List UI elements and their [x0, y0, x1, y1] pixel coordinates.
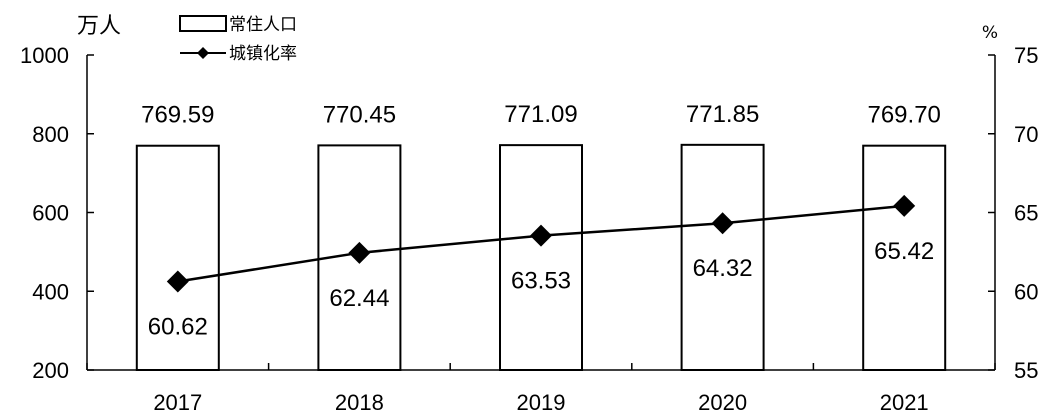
population-value-label: 771.85: [686, 101, 759, 128]
left-tick-label: 600: [32, 201, 69, 226]
urbanization-value-label: 60.62: [148, 313, 208, 340]
urbanization-value-label: 65.42: [874, 238, 934, 265]
legend: 常住人口 城镇化率: [179, 15, 297, 64]
urbanization-marker: [348, 241, 371, 264]
left-tick-label: 1000: [20, 43, 69, 68]
population-value-label: 771.09: [504, 101, 577, 128]
urbanization-marker: [893, 194, 916, 217]
urbanization-marker: [530, 224, 552, 247]
line-data-labels: 60.62 62.44 63.53 64.32 65.42: [148, 238, 934, 341]
right-tick-label: 75: [1014, 43, 1038, 68]
left-tick-label: 800: [32, 122, 69, 147]
right-axis-ticks: 55 60 65 70 75: [988, 43, 1038, 383]
urbanization-value-label: 64.32: [693, 255, 753, 282]
x-tick-label: 2018: [335, 390, 384, 415]
urbanization-value-label: 63.53: [511, 268, 571, 295]
population-value-label: 769.59: [141, 102, 214, 129]
x-tick-label: 2021: [880, 390, 929, 415]
legend-bar-swatch: [179, 15, 227, 32]
legend-diamond-marker: [197, 47, 209, 59]
population-bar: [680, 143, 765, 371]
population-bar: [862, 144, 947, 371]
x-tick-label: 2020: [698, 390, 747, 415]
right-tick-label: 65: [1014, 201, 1038, 226]
bar-data-labels: 769.59 770.45 771.09 771.85 769.70: [141, 101, 941, 129]
legend-label-urbanization: 城镇化率: [229, 44, 297, 64]
bars: [135, 143, 947, 371]
left-axis-unit: 万人: [77, 14, 121, 39]
legend-label-population: 常住人口: [229, 15, 297, 35]
x-tick-label: 2017: [153, 390, 202, 415]
population-bar: [135, 144, 220, 371]
urbanization-marker: [166, 270, 189, 293]
left-tick-label: 200: [32, 358, 69, 383]
population-value-label: 770.45: [323, 101, 396, 128]
right-tick-label: 60: [1014, 279, 1038, 304]
right-tick-label: 70: [1014, 122, 1038, 147]
urbanization-value-label: 62.44: [329, 285, 389, 312]
left-tick-label: 400: [32, 279, 69, 304]
urbanization-marker: [711, 212, 734, 235]
population-value-label: 769.70: [867, 102, 940, 129]
x-axis-ticks: 2017 2018 2019 2020 2021: [86, 363, 996, 415]
left-axis-ticks: 200 400 600 800 1000: [20, 43, 94, 383]
population-bar: [499, 144, 583, 371]
right-tick-label: 55: [1014, 358, 1038, 383]
urbanization-line-series: [166, 194, 916, 293]
right-axis-unit: %: [982, 23, 998, 43]
x-tick-label: 2019: [517, 390, 566, 415]
